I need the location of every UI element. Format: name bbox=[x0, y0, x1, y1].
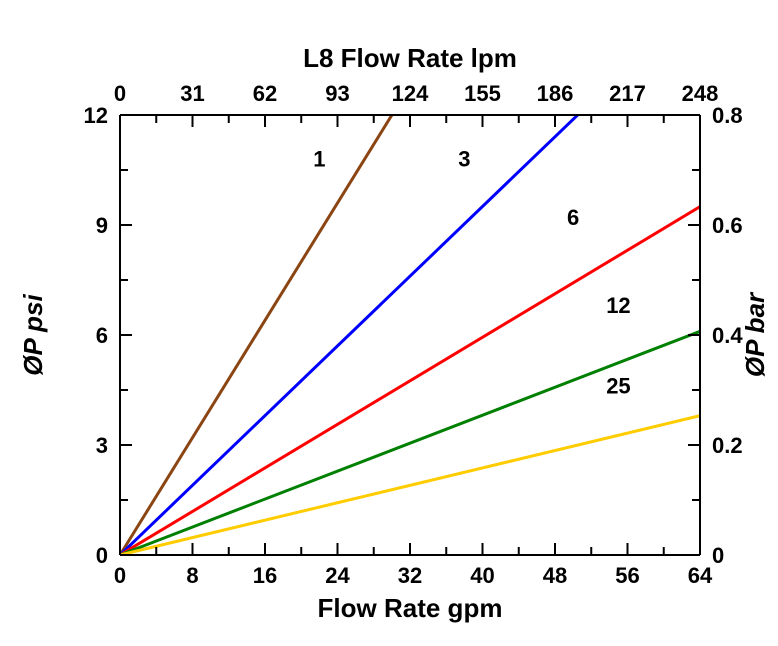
xb-tick-3: 24 bbox=[325, 563, 350, 588]
yl-tick-0: 0 bbox=[96, 543, 108, 568]
xt-tick-4: 124 bbox=[392, 81, 429, 106]
xt-tick-5: 155 bbox=[464, 81, 501, 106]
yr-tick-3: 0.6 bbox=[712, 213, 743, 238]
series-label-12: 12 bbox=[606, 293, 630, 318]
axis-title-top: L8 Flow Rate lpm bbox=[303, 43, 517, 73]
yr-tick-1: 0.2 bbox=[712, 433, 743, 458]
xt-tick-1: 31 bbox=[180, 81, 204, 106]
series-label-6: 6 bbox=[567, 205, 579, 230]
chart-svg: 0816243240485664031629312415518621724803… bbox=[0, 0, 778, 646]
xb-tick-7: 56 bbox=[615, 563, 639, 588]
series-label-25: 25 bbox=[606, 374, 630, 399]
xb-tick-8: 64 bbox=[688, 563, 713, 588]
xb-tick-5: 40 bbox=[470, 563, 494, 588]
yl-tick-2: 6 bbox=[96, 323, 108, 348]
series-label-1: 1 bbox=[313, 146, 325, 171]
yr-tick-0: 0 bbox=[712, 543, 724, 568]
xb-tick-0: 0 bbox=[114, 563, 126, 588]
xt-tick-2: 62 bbox=[253, 81, 277, 106]
axis-title-right: ØP bar bbox=[740, 291, 770, 377]
axis-title-left: ØP psi bbox=[18, 294, 48, 376]
xb-tick-6: 48 bbox=[543, 563, 567, 588]
xb-tick-4: 32 bbox=[398, 563, 422, 588]
xt-tick-3: 93 bbox=[325, 81, 349, 106]
pressure-drop-chart: 0816243240485664031629312415518621724803… bbox=[0, 0, 778, 646]
xt-tick-0: 0 bbox=[114, 81, 126, 106]
yr-tick-4: 0.8 bbox=[712, 103, 743, 128]
yl-tick-4: 12 bbox=[84, 103, 108, 128]
xb-tick-1: 8 bbox=[186, 563, 198, 588]
xt-tick-6: 186 bbox=[537, 81, 574, 106]
yr-tick-2: 0.4 bbox=[712, 323, 743, 348]
axis-title-bottom: Flow Rate gpm bbox=[318, 593, 503, 623]
series-label-3: 3 bbox=[458, 146, 470, 171]
xb-tick-2: 16 bbox=[253, 563, 277, 588]
yl-tick-1: 3 bbox=[96, 433, 108, 458]
yl-tick-3: 9 bbox=[96, 213, 108, 238]
xt-tick-7: 217 bbox=[609, 81, 646, 106]
